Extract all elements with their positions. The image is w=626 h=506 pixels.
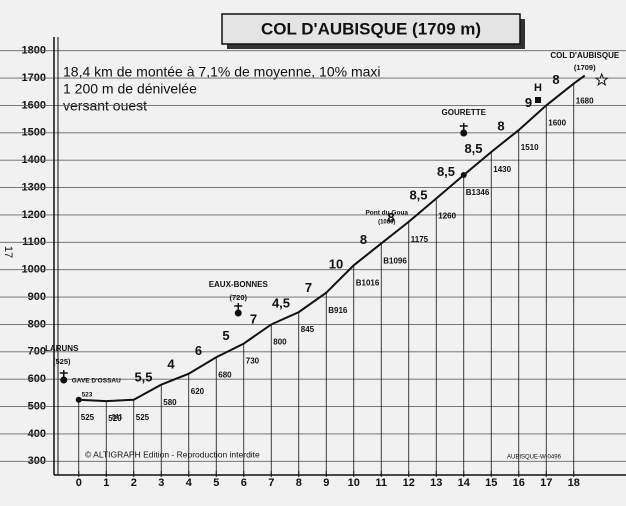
altitude-label: B916 <box>328 306 348 315</box>
gradient-label: 8 <box>497 118 504 133</box>
spot-height: 523 <box>82 392 93 399</box>
x-tick-label: 13 <box>430 477 442 489</box>
altitude-label: B1016 <box>356 278 380 287</box>
x-tick-label: 18 <box>568 477 580 489</box>
x-tick-label: 8 <box>296 477 302 489</box>
gradient-label: 4,5 <box>272 296 290 311</box>
gradient-label: 7 <box>305 280 312 295</box>
x-tick-label: 11 <box>375 477 387 489</box>
altitude-label: 1430 <box>493 165 511 174</box>
x-tick-label: 14 <box>458 477 471 489</box>
altitude-label: B1346 <box>466 188 490 197</box>
altitude-label: 580 <box>163 398 177 407</box>
place-altitude: (720) <box>229 293 247 302</box>
page-number: 17 <box>2 246 14 258</box>
place-name: Pont du Goua <box>365 210 408 217</box>
x-tick-label: 4 <box>186 477 193 489</box>
place-altitude: (1086) <box>378 220 395 226</box>
altitude-label: 680 <box>218 370 232 379</box>
gradient-label: 8,5 <box>409 188 427 203</box>
title-box <box>221 13 521 45</box>
gradient-label: 8,5 <box>464 141 482 156</box>
altitude-label: 800 <box>273 338 287 347</box>
gourette-dot <box>460 171 467 178</box>
gradient-label: 8 <box>387 210 394 225</box>
gradient-label: 5 <box>222 328 229 343</box>
altitude-label: 1600 <box>548 119 566 128</box>
info-line: 1 200 m de dénivelée <box>63 81 197 97</box>
start-dot <box>75 396 82 403</box>
place-altitude: (525) <box>53 357 71 366</box>
x-tick-label: 3 <box>158 477 164 489</box>
gradient-label: 10 <box>329 256 343 271</box>
x-tick-label: 17 <box>540 477 552 489</box>
x-tick-label: 15 <box>485 477 497 489</box>
x-tick-label: 2 <box>131 477 137 489</box>
summit-star <box>594 72 609 87</box>
gradient-label: 9 <box>525 95 532 110</box>
altitude-label: B1096 <box>383 257 407 266</box>
altitude-label: 1680 <box>576 97 594 106</box>
x-tick-label: 16 <box>513 477 525 489</box>
x-tick-label: 1 <box>103 477 109 489</box>
place-name: GOURETTE <box>442 108 487 117</box>
gradient-label: 6 <box>195 343 202 358</box>
altitude-label: 620 <box>191 387 205 396</box>
place-name: GAVE D'OSSAU <box>72 378 121 385</box>
code: AUBISQUE-W-0496 <box>507 455 562 461</box>
altitude-label: 1175 <box>411 235 429 244</box>
x-tick-label: 7 <box>268 477 274 489</box>
x-tick-label: 12 <box>403 477 415 489</box>
altitude-label: 525 <box>136 413 150 422</box>
x-tick-label: 10 <box>348 477 360 489</box>
profile-line <box>78 74 586 403</box>
hotel-icon-box <box>535 97 541 103</box>
altitude-label: 730 <box>246 357 260 366</box>
altitude-label: 520 <box>108 414 122 423</box>
gradient-label: 8 <box>552 72 559 87</box>
altitude-label: 1510 <box>521 143 539 152</box>
hotel-icon: H <box>534 82 542 94</box>
info-line: 18,4 km de montée à 7,1% de moyenne, 10%… <box>63 64 381 80</box>
altitude-label: 845 <box>301 325 315 334</box>
x-tick-label: 5 <box>213 477 219 489</box>
altitude-label: 525 <box>81 413 95 422</box>
x-tick-label: 0 <box>76 477 82 489</box>
x-tick-label: 6 <box>241 477 247 489</box>
x-tick-label: 9 <box>323 477 329 489</box>
gradient-label: 4 <box>167 357 175 372</box>
chart-title: COL D'AUBISQUE (1709 m) <box>261 19 481 38</box>
altitude-label: 1260 <box>438 212 456 221</box>
gradient-label: 5,5 <box>134 370 152 385</box>
place-name: LARUNS <box>45 344 79 353</box>
spot-height: 511 <box>112 414 123 421</box>
gradient-label: 8,5 <box>437 164 455 179</box>
gradient-label: 7 <box>250 311 257 326</box>
gradient-label: 8 <box>360 232 367 247</box>
place-name: EAUX-BONNES <box>209 280 269 289</box>
place-altitude: (1709) <box>574 63 596 72</box>
place-name: COL D'AUBISQUE <box>550 51 620 60</box>
copyright: © ALTIGRAPH Edition - Reproduction inter… <box>85 449 260 459</box>
